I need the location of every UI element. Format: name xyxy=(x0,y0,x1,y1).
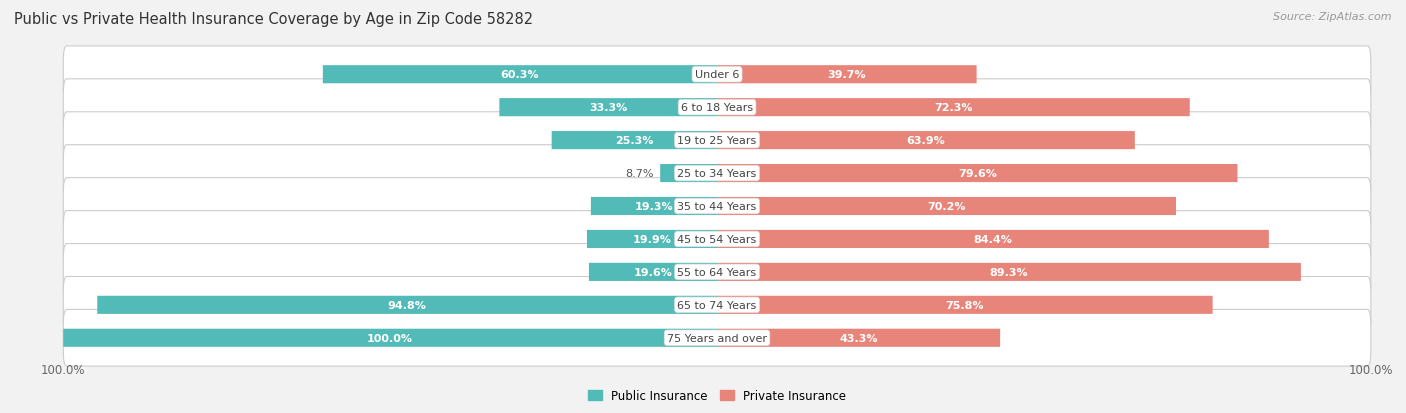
Text: 33.3%: 33.3% xyxy=(589,103,627,113)
Text: 45 to 54 Years: 45 to 54 Years xyxy=(678,234,756,244)
Text: 19 to 25 Years: 19 to 25 Years xyxy=(678,136,756,146)
Text: 6 to 18 Years: 6 to 18 Years xyxy=(681,103,754,113)
Text: 55 to 64 Years: 55 to 64 Years xyxy=(678,267,756,277)
Text: 60.3%: 60.3% xyxy=(501,70,538,80)
FancyBboxPatch shape xyxy=(717,263,1301,281)
FancyBboxPatch shape xyxy=(63,47,1371,103)
FancyBboxPatch shape xyxy=(661,165,717,183)
Legend: Public Insurance, Private Insurance: Public Insurance, Private Insurance xyxy=(588,389,846,402)
FancyBboxPatch shape xyxy=(717,296,1212,314)
Text: 19.3%: 19.3% xyxy=(634,202,673,211)
Text: 75.8%: 75.8% xyxy=(946,300,984,310)
FancyBboxPatch shape xyxy=(717,132,1135,150)
FancyBboxPatch shape xyxy=(551,132,717,150)
FancyBboxPatch shape xyxy=(499,99,717,117)
FancyBboxPatch shape xyxy=(63,277,1371,333)
FancyBboxPatch shape xyxy=(63,178,1371,235)
Text: 70.2%: 70.2% xyxy=(928,202,966,211)
Text: 94.8%: 94.8% xyxy=(388,300,426,310)
Text: 39.7%: 39.7% xyxy=(828,70,866,80)
FancyBboxPatch shape xyxy=(591,197,717,216)
FancyBboxPatch shape xyxy=(586,230,717,248)
FancyBboxPatch shape xyxy=(717,329,1000,347)
FancyBboxPatch shape xyxy=(63,244,1371,301)
FancyBboxPatch shape xyxy=(63,329,717,347)
FancyBboxPatch shape xyxy=(717,66,977,84)
Text: 84.4%: 84.4% xyxy=(973,234,1012,244)
FancyBboxPatch shape xyxy=(717,197,1175,216)
Text: 8.7%: 8.7% xyxy=(626,169,654,179)
FancyBboxPatch shape xyxy=(717,165,1237,183)
Text: Public vs Private Health Insurance Coverage by Age in Zip Code 58282: Public vs Private Health Insurance Cover… xyxy=(14,12,533,27)
FancyBboxPatch shape xyxy=(589,263,717,281)
FancyBboxPatch shape xyxy=(63,145,1371,202)
Text: 35 to 44 Years: 35 to 44 Years xyxy=(678,202,756,211)
Text: 63.9%: 63.9% xyxy=(907,136,945,146)
FancyBboxPatch shape xyxy=(63,211,1371,268)
Text: 79.6%: 79.6% xyxy=(957,169,997,179)
FancyBboxPatch shape xyxy=(63,310,1371,366)
Text: 19.9%: 19.9% xyxy=(633,234,672,244)
Text: 75 Years and over: 75 Years and over xyxy=(666,333,768,343)
Text: 65 to 74 Years: 65 to 74 Years xyxy=(678,300,756,310)
Text: 43.3%: 43.3% xyxy=(839,333,877,343)
FancyBboxPatch shape xyxy=(323,66,717,84)
FancyBboxPatch shape xyxy=(717,99,1189,117)
FancyBboxPatch shape xyxy=(717,230,1268,248)
Text: 25 to 34 Years: 25 to 34 Years xyxy=(678,169,756,179)
Text: 100.0%: 100.0% xyxy=(367,333,413,343)
FancyBboxPatch shape xyxy=(63,80,1371,136)
FancyBboxPatch shape xyxy=(63,112,1371,169)
Text: 72.3%: 72.3% xyxy=(934,103,973,113)
FancyBboxPatch shape xyxy=(97,296,717,314)
Text: 25.3%: 25.3% xyxy=(616,136,654,146)
Text: 19.6%: 19.6% xyxy=(634,267,672,277)
Text: Source: ZipAtlas.com: Source: ZipAtlas.com xyxy=(1274,12,1392,22)
Text: Under 6: Under 6 xyxy=(695,70,740,80)
Text: 89.3%: 89.3% xyxy=(990,267,1028,277)
